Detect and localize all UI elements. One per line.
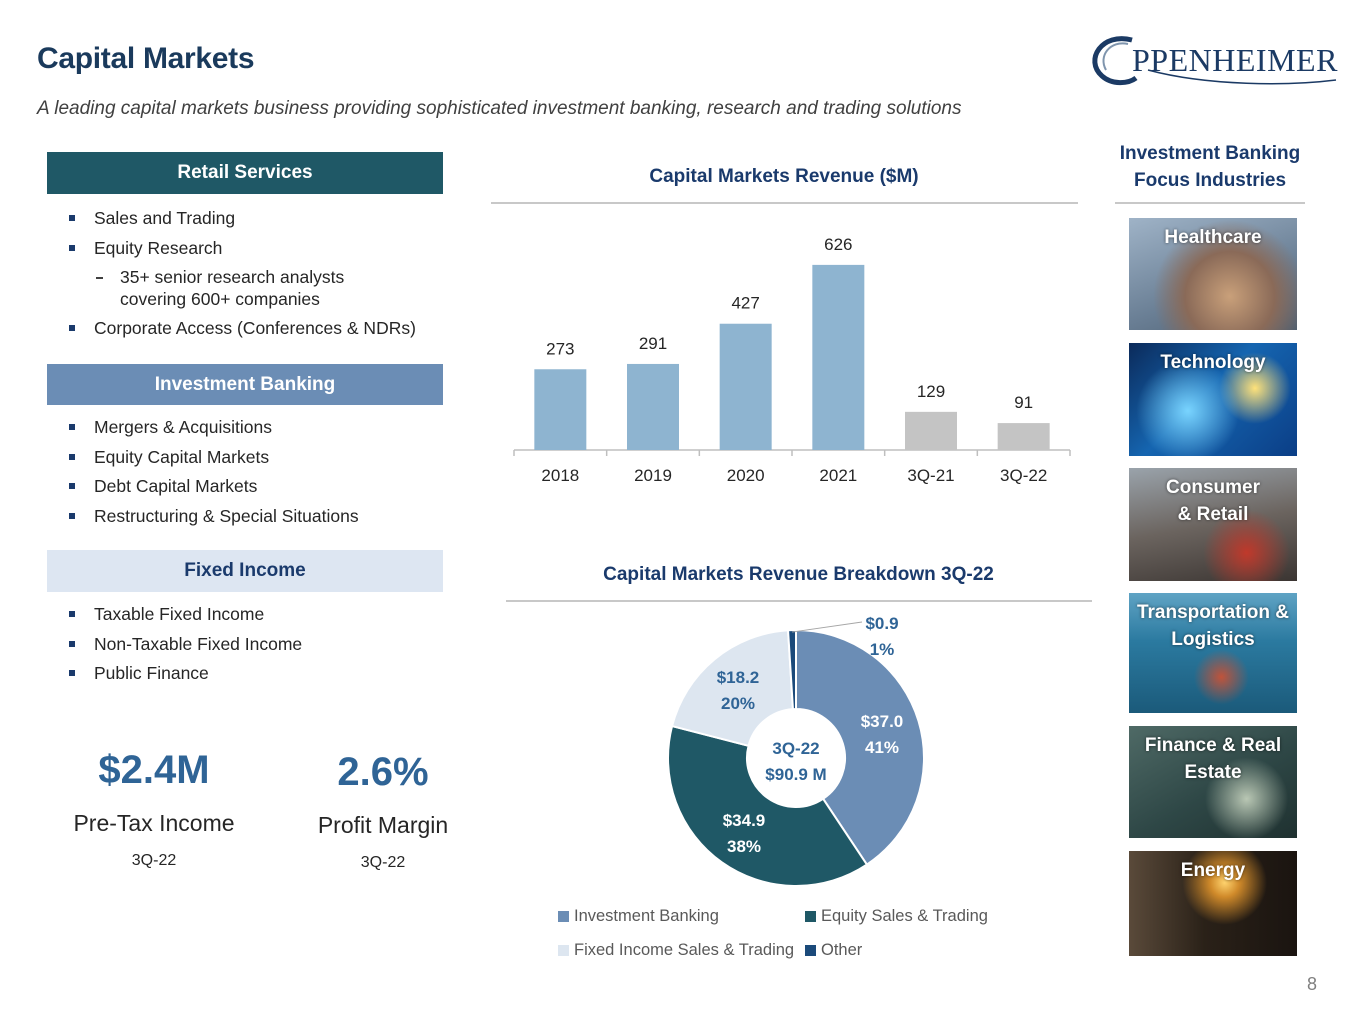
list-item: Equity Capital Markets bbox=[68, 446, 359, 468]
investment-banking-header: Investment Banking bbox=[47, 364, 443, 405]
bar-data-label: 291 bbox=[639, 334, 667, 353]
page-subtitle: A leading capital markets business provi… bbox=[37, 98, 962, 119]
logo-mark bbox=[1092, 36, 1337, 86]
industry-label: Consumer & Retail bbox=[1166, 477, 1260, 525]
profit-margin-label: Profit Margin bbox=[317, 812, 449, 838]
bar-data-label: 273 bbox=[546, 339, 574, 358]
bar bbox=[997, 423, 1050, 450]
investment-banking-list: Mergers & Acquisitions Equity Capital Ma… bbox=[68, 416, 359, 534]
slice-pct-label: 41% bbox=[865, 738, 899, 757]
donut-slice bbox=[670, 629, 795, 747]
logo-text: PPENHEIMER bbox=[1132, 42, 1338, 78]
slice-value-label: $0.9 bbox=[865, 614, 898, 633]
slice-pct-label: 20% bbox=[721, 694, 755, 713]
page-number: 8 bbox=[1306, 974, 1317, 994]
donut-slice bbox=[667, 724, 869, 887]
list-item: Taxable Fixed Income bbox=[68, 603, 302, 625]
industry-label: Energy bbox=[1180, 860, 1246, 881]
industry-tile-consumer-retail: Consumer & Retail bbox=[1129, 468, 1297, 581]
list-item: Debt Capital Markets bbox=[68, 475, 359, 497]
bar-data-label: 91 bbox=[1014, 393, 1033, 412]
pretax-income-value: $2.4M bbox=[98, 748, 210, 792]
retail-services-list: Sales and Trading Equity Research 35+ se… bbox=[68, 207, 416, 347]
sub-list-item-text: 35+ senior research analysts covering 60… bbox=[120, 267, 345, 309]
industry-tile-transportation-logistics: Transportation & Logistics bbox=[1129, 593, 1297, 713]
legend-swatch bbox=[558, 944, 569, 956]
list-item: Restructuring & Special Situations bbox=[68, 505, 359, 527]
x-tick-label: 2019 bbox=[634, 466, 672, 485]
list-item: Mergers & Acquisitions bbox=[68, 416, 359, 438]
donut-legend: Investment Banking Equity Sales & Tradin… bbox=[558, 906, 1018, 960]
fixed-income-list: Taxable Fixed Income Non-Taxable Fixed I… bbox=[68, 603, 302, 692]
industry-label: Transportation & Logistics bbox=[1136, 602, 1289, 650]
bar-data-label: 129 bbox=[917, 382, 945, 401]
x-tick-label: 2020 bbox=[727, 466, 765, 485]
leader-line bbox=[792, 621, 863, 633]
slice-value-label: $18.2 bbox=[717, 668, 760, 687]
slice-value-label: $37.0 bbox=[861, 712, 904, 731]
industry-label: Finance & Real Estate bbox=[1144, 735, 1282, 783]
revenue-bar-chart: 273 2018 291 2019 427 2020 626 2021 129 3Q-21 91 3Q… bbox=[513, 235, 1071, 485]
breakdown-chart-title: Capital Markets Revenue Breakdown 3Q-22 bbox=[603, 564, 994, 585]
slice-pct-label: 38% bbox=[727, 837, 761, 856]
oppenheimer-logo: PPENHEIMER bbox=[1088, 34, 1340, 86]
x-tick-label: 2021 bbox=[819, 466, 857, 485]
bar bbox=[719, 323, 772, 450]
bar-data-label: 626 bbox=[824, 235, 852, 254]
legend-swatch bbox=[805, 910, 816, 922]
bar bbox=[812, 264, 865, 450]
bar bbox=[534, 369, 587, 450]
legend-label: Fixed Income Sales & Trading bbox=[574, 940, 795, 959]
breakdown-chart-divider bbox=[506, 600, 1092, 602]
list-item: Public Finance bbox=[68, 662, 302, 684]
legend-label: Equity Sales & Trading bbox=[821, 906, 988, 925]
bar bbox=[627, 363, 679, 450]
legend-swatch bbox=[558, 910, 569, 922]
list-item: Equity Research bbox=[68, 237, 416, 259]
x-tick-label: 3Q-22 bbox=[1000, 466, 1047, 485]
legend-label: Other bbox=[821, 940, 863, 959]
industries-title: Investment Banking Focus Industries bbox=[1119, 143, 1301, 191]
legend-item: Fixed Income Sales & Trading bbox=[558, 940, 805, 960]
list-item: Corporate Access (Conferences & NDRs) bbox=[68, 317, 416, 339]
x-tick-label: 3Q-21 bbox=[907, 466, 954, 485]
legend-item: Investment Banking bbox=[558, 906, 805, 926]
slice-value-label: $34.9 bbox=[723, 811, 766, 830]
sub-list-item: 35+ senior research analysts covering 60… bbox=[68, 266, 408, 310]
revenue-chart-divider bbox=[491, 202, 1078, 204]
industries-divider bbox=[1115, 202, 1305, 204]
industry-label: Healthcare bbox=[1164, 227, 1262, 248]
revenue-chart-title: Capital Markets Revenue ($M) bbox=[649, 166, 919, 187]
revenue-donut-chart: $37.0 41% $34.9 38% $18.2 20% $0.9 1% 3Q-22 $90.9… bbox=[667, 614, 925, 887]
pretax-income-period: 3Q-22 bbox=[131, 852, 177, 869]
legend-swatch bbox=[805, 944, 816, 956]
fixed-income-header: Fixed Income bbox=[47, 550, 443, 592]
retail-services-header: Retail Services bbox=[47, 152, 443, 194]
legend-label: Investment Banking bbox=[574, 906, 719, 925]
legend-item: Equity Sales & Trading bbox=[805, 906, 988, 926]
profit-margin-period: 3Q-22 bbox=[360, 854, 406, 871]
x-tick-label: 2018 bbox=[541, 466, 579, 485]
industry-tile-technology: Technology bbox=[1129, 343, 1297, 456]
legend-item: Other bbox=[805, 940, 862, 960]
industry-tile-healthcare: Healthcare bbox=[1129, 218, 1297, 330]
list-item: Sales and Trading bbox=[68, 207, 416, 229]
donut-slice bbox=[786, 628, 797, 711]
industry-label: Technology bbox=[1160, 352, 1266, 373]
bar-data-label: 427 bbox=[731, 294, 759, 313]
pretax-income-label: Pre-Tax Income bbox=[73, 810, 235, 836]
bar bbox=[905, 411, 957, 450]
slice-pct-label: 1% bbox=[870, 640, 895, 659]
list-item: Non-Taxable Fixed Income bbox=[68, 633, 302, 655]
donut-center-period: 3Q-22 bbox=[772, 739, 819, 758]
industry-tile-finance-real-estate: Finance & Real Estate bbox=[1129, 726, 1297, 838]
industry-tile-energy: Energy bbox=[1129, 851, 1297, 956]
donut-center-total: $90.9 M bbox=[765, 765, 826, 784]
page-title: Capital Markets bbox=[37, 42, 255, 75]
profit-margin-value: 2.6% bbox=[337, 750, 429, 794]
